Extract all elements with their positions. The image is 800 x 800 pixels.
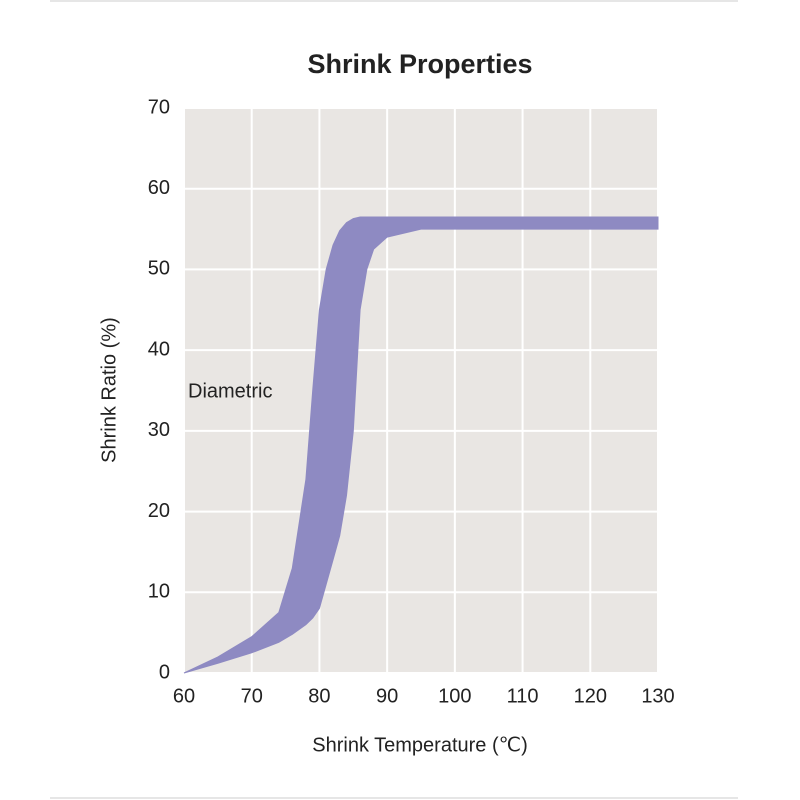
- y-tick-label: 60: [148, 177, 170, 199]
- x-tick-label: 60: [173, 685, 195, 707]
- plot-background: [184, 108, 658, 673]
- y-tick-label: 10: [148, 581, 170, 603]
- x-tick-label: 120: [574, 685, 607, 707]
- band-area: [183, 216, 659, 674]
- y-tick-label: 50: [148, 258, 170, 280]
- y-axis-label: Shrink Ratio (%): [98, 317, 120, 463]
- x-tick-label: 130: [641, 685, 674, 707]
- x-tick-label: 100: [438, 685, 471, 707]
- x-tick-label: 90: [376, 685, 398, 707]
- y-tick-label: 70: [148, 96, 170, 118]
- series-label: Diametric: [188, 380, 272, 402]
- x-axis-label: Shrink Temperature (℃): [312, 734, 528, 756]
- y-tick-label: 30: [148, 419, 170, 441]
- y-tick-label: 0: [159, 661, 170, 683]
- x-tick-label: 70: [241, 685, 263, 707]
- y-tick-label: 40: [148, 338, 170, 360]
- chart-title: Shrink Properties: [307, 49, 532, 79]
- x-tick-label: 110: [507, 685, 539, 707]
- y-tick-label: 20: [148, 500, 170, 522]
- x-tick-label: 80: [308, 685, 330, 707]
